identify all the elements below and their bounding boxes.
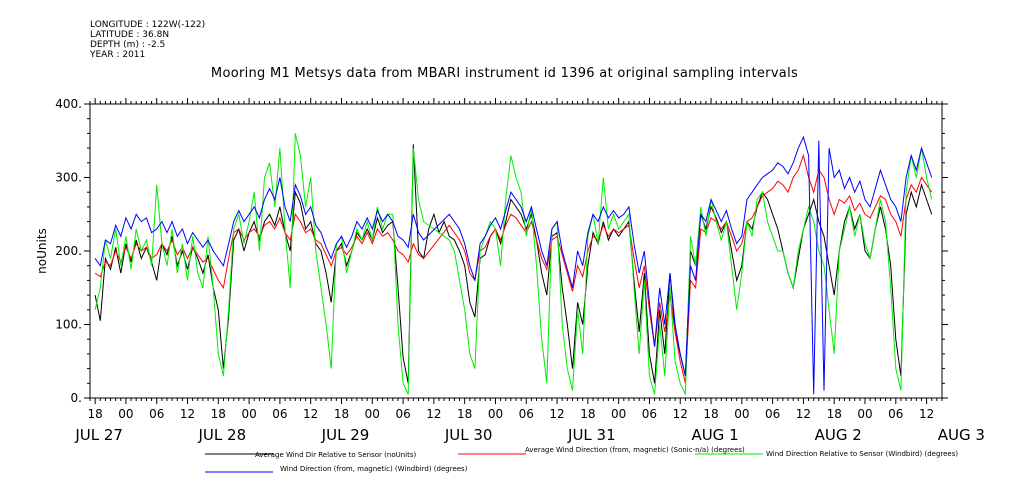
x-tick-label: 00: [118, 407, 133, 421]
x-day-label: JUL 31: [567, 426, 616, 444]
x-tick-label: 18: [87, 407, 102, 421]
x-day-label: AUG 3: [938, 426, 985, 444]
x-tick-label: 00: [365, 407, 380, 421]
y-tick-label: 400.: [55, 97, 82, 111]
year-label: YEAR : 2011: [90, 50, 146, 60]
x-tick-label: 18: [827, 407, 842, 421]
series-line-2: [94, 153, 933, 384]
x-tick-label: 12: [426, 407, 441, 421]
series-line-4: [94, 135, 933, 395]
x-tick-label: 12: [549, 407, 564, 421]
x-tick-label: 06: [888, 407, 903, 421]
x-tick-label: 12: [919, 407, 934, 421]
legend: Average Wind Dir Relative to Sensor (noU…: [205, 446, 958, 473]
latitude-label: LATITUDE : 36.8N: [90, 30, 170, 40]
x-day-label: AUG 2: [815, 426, 862, 444]
x-tick-label: 06: [395, 407, 410, 421]
x-tick-label: 12: [303, 407, 318, 421]
chart-title: Mooring M1 Metsys data from MBARI instru…: [210, 66, 799, 81]
x-tick-label: 00: [241, 407, 256, 421]
metadata-block: LONGITUDE : 122W(-122) LATITUDE : 36.8N …: [90, 20, 205, 60]
legend-label-2: Average Wind Direction (from, magnetic) …: [525, 446, 745, 454]
x-tick-label: 06: [272, 407, 287, 421]
x-day-label: AUG 1: [691, 426, 738, 444]
x-tick-label: 12: [673, 407, 688, 421]
x-tick-label: 18: [703, 407, 718, 421]
x-day-label: JUL 30: [444, 426, 493, 444]
longitude-label: LONGITUDE : 122W(-122): [90, 20, 206, 30]
axis-layer: 0. 100. 200. 300. 400. 18 00 06 12 18 00 06 12 18 00 06…: [55, 97, 985, 444]
legend-label-1: Average Wind Dir Relative to Sensor (noU…: [255, 451, 416, 459]
y-tick-label: 0.: [71, 391, 82, 405]
x-tick-label: 00: [488, 407, 503, 421]
series-line-3: [94, 133, 933, 395]
x-tick-label: 18: [334, 407, 349, 421]
x-tick-label: 12: [796, 407, 811, 421]
x-tick-label: 06: [765, 407, 780, 421]
x-tick-label: 18: [457, 407, 472, 421]
x-tick-label: 00: [734, 407, 749, 421]
x-tick-label: 18: [580, 407, 595, 421]
y-tick-label: 300.: [55, 171, 82, 185]
depth-label: DEPTH (m) : -2.5: [90, 40, 166, 50]
x-tick-label: 06: [642, 407, 657, 421]
legend-label-4: Wind Direction (from, magnetic) (Windbir…: [280, 465, 468, 473]
series-layer: [94, 133, 933, 395]
x-tick-label: 06: [519, 407, 534, 421]
x-day-label: JUL 28: [198, 426, 247, 444]
x-day-label: JUL 29: [321, 426, 370, 444]
x-tick-label: 00: [611, 407, 626, 421]
y-tick-label: 100.: [55, 318, 82, 332]
x-tick-label: 12: [180, 407, 195, 421]
series-line-1: [94, 144, 933, 384]
legend-label-3: Wind Direction Relative to Sensor (Windb…: [766, 450, 958, 458]
y-tick-label: 200.: [55, 244, 82, 258]
x-day-label: JUL 27: [74, 426, 123, 444]
y-axis-label: noUnits: [35, 228, 49, 274]
x-tick-label: 00: [857, 407, 872, 421]
x-tick-label: 06: [149, 407, 164, 421]
x-tick-label: 18: [211, 407, 226, 421]
